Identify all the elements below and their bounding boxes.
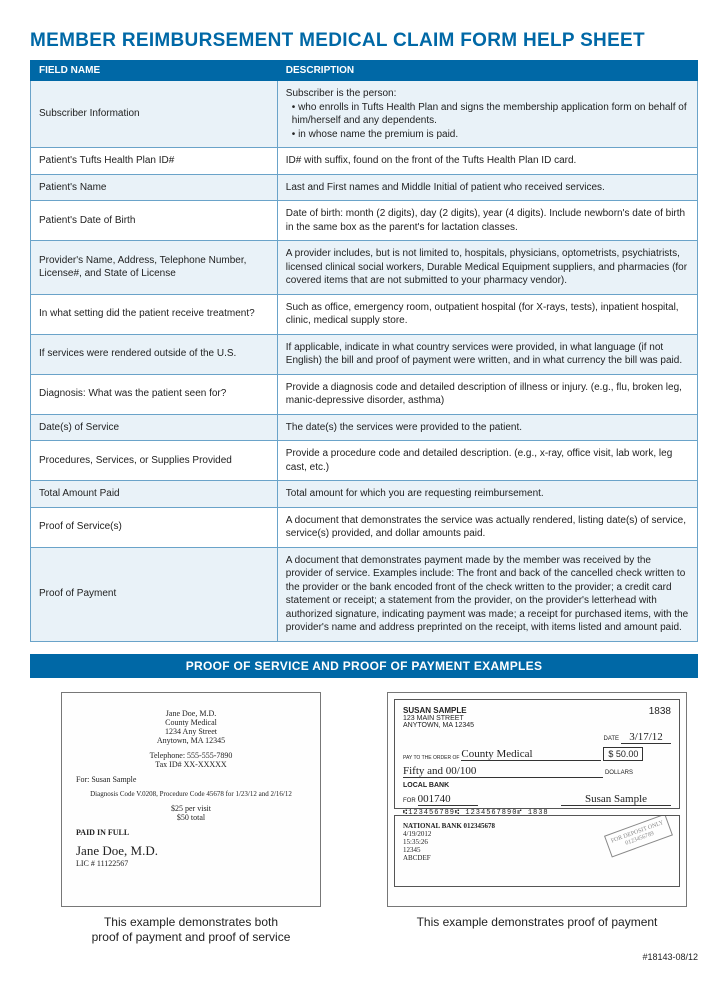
field-name-cell: In what setting did the patient receive …	[31, 294, 278, 334]
check-payto-label: PAY TO THE ORDER OF	[403, 755, 459, 761]
table-row: Proof of PaymentA document that demonstr…	[31, 547, 698, 641]
check-bank-name: LOCAL BANK	[403, 782, 671, 789]
example-receipt-column: Jane Doe, M.D. County Medical 1234 Any S…	[30, 692, 352, 946]
check-back: NATIONAL BANK 012345678 4/19/2012 15:35:…	[394, 815, 680, 887]
field-desc-cell: A document that demonstrates payment mad…	[277, 547, 697, 641]
check-date-label: DATE	[603, 736, 619, 742]
field-name-cell: Procedures, Services, or Supplies Provid…	[31, 441, 278, 481]
receipt-paid-label: PAID IN FULL	[76, 828, 306, 837]
field-desc-cell: Last and First names and Middle Initial …	[277, 174, 697, 201]
check-amount-num: $ 50.00	[603, 747, 643, 761]
field-desc-cell: The date(s) the services were provided t…	[277, 414, 697, 441]
table-row: In what setting did the patient receive …	[31, 294, 698, 334]
receipt-total: $50 total	[76, 813, 306, 822]
field-name-cell: Subscriber Information	[31, 81, 278, 148]
field-name-cell: Diagnosis: What was the patient seen for…	[31, 374, 278, 414]
examples-section-banner: PROOF OF SERVICE AND PROOF OF PAYMENT EX…	[30, 654, 698, 678]
receipt-phone: Telephone: 555-555-7890	[76, 751, 306, 760]
check-payer-addr1: 123 MAIN STREET	[403, 715, 474, 722]
field-name-cell: Patient's Name	[31, 174, 278, 201]
field-name-cell: Date(s) of Service	[31, 414, 278, 441]
field-desc-cell: Date of birth: month (2 digits), day (2 …	[277, 201, 697, 241]
table-row: Total Amount PaidTotal amount for which …	[31, 481, 698, 508]
field-name-cell: Proof of Service(s)	[31, 507, 278, 547]
field-desc-cell: If applicable, indicate in what country …	[277, 334, 697, 374]
table-row: Date(s) of ServiceThe date(s) the servic…	[31, 414, 698, 441]
col-header-field: FIELD NAME	[31, 61, 278, 81]
table-row: Patient's Date of BirthDate of birth: mo…	[31, 201, 698, 241]
check-payer-addr2: ANYTOWN, MA 12345	[403, 722, 474, 729]
field-name-cell: Patient's Tufts Health Plan ID#	[31, 148, 278, 175]
check-signature: Susan Sample	[561, 793, 671, 806]
table-row: Patient's NameLast and First names and M…	[31, 174, 698, 201]
check-memo-label: FOR	[403, 798, 416, 804]
check-back-code: ABCDEF	[403, 854, 671, 862]
field-name-cell: Patient's Date of Birth	[31, 201, 278, 241]
page-title: MEMBER REIMBURSEMENT MEDICAL CLAIM FORM …	[30, 30, 698, 52]
table-row: Procedures, Services, or Supplies Provid…	[31, 441, 698, 481]
field-description-table: FIELD NAME DESCRIPTION Subscriber Inform…	[30, 60, 698, 642]
field-name-cell: Total Amount Paid	[31, 481, 278, 508]
receipt-example: Jane Doe, M.D. County Medical 1234 Any S…	[61, 692, 321, 907]
receipt-dx-line: Diagnosis Code V.0208, Procedure Code 45…	[76, 790, 306, 798]
check-amount-words: Fifty and 00/100	[403, 765, 603, 778]
footer-form-code: #18143-08/12	[30, 952, 698, 962]
check-example: SUSAN SAMPLE 123 MAIN STREET ANYTOWN, MA…	[387, 692, 687, 907]
check-payto-value: County Medical	[461, 748, 601, 761]
check-date-value: 3/17/12	[621, 731, 671, 744]
field-desc-cell: Provide a procedure code and detailed de…	[277, 441, 697, 481]
table-row: Diagnosis: What was the patient seen for…	[31, 374, 698, 414]
caption-right: This example demonstrates proof of payme…	[417, 915, 658, 931]
receipt-provider-addr2: Anytown, MA 12345	[76, 736, 306, 745]
field-desc-cell: A provider includes, but is not limited …	[277, 241, 697, 295]
table-row: Proof of Service(s)A document that demon…	[31, 507, 698, 547]
receipt-provider-name: Jane Doe, M.D.	[76, 709, 306, 718]
receipt-provider-org: County Medical	[76, 718, 306, 727]
table-row: If services were rendered outside of the…	[31, 334, 698, 374]
field-name-cell: Provider's Name, Address, Telephone Numb…	[31, 241, 278, 295]
receipt-per-visit: $25 per visit	[76, 804, 306, 813]
table-row: Subscriber InformationSubscriber is the …	[31, 81, 698, 148]
receipt-provider-addr1: 1234 Any Street	[76, 727, 306, 736]
receipt-taxid: Tax ID# XX-XXXXX	[76, 760, 306, 769]
check-payer-name: SUSAN SAMPLE	[403, 706, 474, 715]
field-desc-cell: Such as office, emergency room, outpatie…	[277, 294, 697, 334]
check-dollars-label: DOLLARS	[605, 770, 633, 776]
col-header-desc: DESCRIPTION	[277, 61, 697, 81]
receipt-license: LIC # 11122567	[76, 859, 306, 868]
check-number: 1838	[649, 706, 671, 729]
table-row: Provider's Name, Address, Telephone Numb…	[31, 241, 698, 295]
receipt-for-line: For: Susan Sample	[76, 775, 306, 784]
field-desc-cell: ID# with suffix, found on the front of t…	[277, 148, 697, 175]
receipt-signature: Jane Doe, M.D.	[76, 843, 306, 859]
examples-row: Jane Doe, M.D. County Medical 1234 Any S…	[30, 692, 698, 946]
table-row: Patient's Tufts Health Plan ID#ID# with …	[31, 148, 698, 175]
field-desc-cell: Provide a diagnosis code and detailed de…	[277, 374, 697, 414]
field-name-cell: Proof of Payment	[31, 547, 278, 641]
field-desc-cell: Subscriber is the person:who enrolls in …	[277, 81, 697, 148]
check-front: SUSAN SAMPLE 123 MAIN STREET ANYTOWN, MA…	[394, 699, 680, 809]
field-name-cell: If services were rendered outside of the…	[31, 334, 278, 374]
field-desc-cell: Total amount for which you are requestin…	[277, 481, 697, 508]
caption-left: This example demonstrates bothproof of p…	[92, 915, 291, 946]
example-check-column: SUSAN SAMPLE 123 MAIN STREET ANYTOWN, MA…	[376, 692, 698, 946]
field-desc-cell: A document that demonstrates the service…	[277, 507, 697, 547]
check-memo-value: 001740	[418, 793, 478, 806]
